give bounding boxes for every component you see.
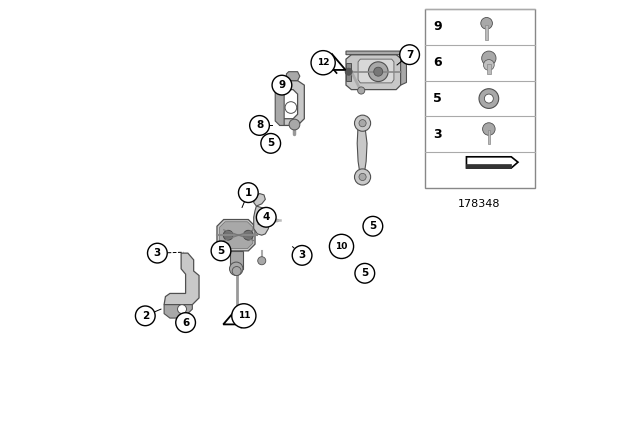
- Circle shape: [232, 304, 256, 328]
- Polygon shape: [346, 63, 351, 81]
- Text: 4: 4: [262, 212, 270, 222]
- Polygon shape: [223, 309, 250, 324]
- Circle shape: [264, 215, 273, 224]
- Polygon shape: [467, 157, 518, 168]
- Polygon shape: [467, 164, 511, 168]
- Circle shape: [261, 134, 280, 153]
- Circle shape: [250, 116, 269, 135]
- Circle shape: [257, 207, 276, 227]
- Circle shape: [482, 51, 496, 65]
- Circle shape: [359, 173, 366, 181]
- Circle shape: [211, 241, 231, 261]
- FancyBboxPatch shape: [485, 25, 488, 40]
- Text: 9: 9: [433, 20, 442, 34]
- Text: 5: 5: [267, 138, 275, 148]
- Polygon shape: [275, 81, 284, 125]
- Circle shape: [258, 257, 266, 265]
- Text: 6: 6: [182, 318, 189, 327]
- Text: 6: 6: [433, 56, 442, 69]
- Polygon shape: [358, 59, 394, 83]
- Circle shape: [481, 17, 492, 29]
- Text: 9: 9: [278, 80, 285, 90]
- Text: 5: 5: [218, 246, 225, 256]
- Text: 11: 11: [237, 311, 250, 320]
- Circle shape: [374, 67, 383, 76]
- Polygon shape: [357, 125, 367, 175]
- Circle shape: [239, 183, 258, 202]
- Polygon shape: [164, 253, 199, 305]
- Circle shape: [230, 262, 243, 276]
- Text: 10: 10: [335, 242, 348, 251]
- Circle shape: [147, 243, 167, 263]
- Circle shape: [400, 45, 419, 65]
- Polygon shape: [230, 251, 243, 269]
- Text: 2: 2: [141, 311, 149, 321]
- Text: 8: 8: [256, 121, 263, 130]
- Polygon shape: [401, 56, 406, 85]
- Polygon shape: [253, 206, 269, 235]
- Circle shape: [345, 68, 352, 75]
- Text: 5: 5: [369, 221, 376, 231]
- Polygon shape: [220, 222, 253, 249]
- FancyBboxPatch shape: [488, 130, 490, 144]
- Circle shape: [355, 169, 371, 185]
- Circle shape: [483, 123, 495, 135]
- Polygon shape: [346, 51, 406, 56]
- FancyBboxPatch shape: [487, 64, 491, 74]
- Circle shape: [355, 263, 374, 283]
- Circle shape: [355, 115, 371, 131]
- Circle shape: [177, 305, 186, 314]
- Text: 3: 3: [298, 250, 306, 260]
- Circle shape: [363, 216, 383, 236]
- Polygon shape: [253, 194, 266, 206]
- Text: 7: 7: [406, 50, 413, 60]
- FancyBboxPatch shape: [425, 9, 535, 188]
- Text: 12: 12: [317, 58, 330, 67]
- Text: 3: 3: [433, 128, 442, 141]
- Circle shape: [479, 89, 499, 108]
- Circle shape: [369, 62, 388, 82]
- Polygon shape: [164, 305, 192, 318]
- Circle shape: [243, 230, 253, 240]
- Circle shape: [272, 75, 292, 95]
- Circle shape: [311, 51, 335, 75]
- Polygon shape: [319, 54, 346, 70]
- Text: 178348: 178348: [458, 199, 500, 209]
- Polygon shape: [217, 220, 255, 251]
- Text: 3: 3: [154, 248, 161, 258]
- Circle shape: [232, 267, 241, 276]
- Text: 1: 1: [244, 188, 252, 198]
- Polygon shape: [280, 81, 305, 125]
- Circle shape: [223, 230, 233, 240]
- Circle shape: [289, 119, 300, 130]
- Circle shape: [292, 246, 312, 265]
- Circle shape: [176, 313, 195, 332]
- Polygon shape: [346, 55, 401, 90]
- Circle shape: [330, 234, 354, 258]
- Text: 5: 5: [361, 268, 369, 278]
- Text: 5: 5: [433, 92, 442, 105]
- Circle shape: [257, 215, 265, 224]
- Circle shape: [358, 87, 365, 94]
- Polygon shape: [287, 72, 300, 81]
- Circle shape: [359, 120, 366, 127]
- Circle shape: [483, 60, 494, 70]
- Circle shape: [136, 306, 155, 326]
- Circle shape: [285, 102, 297, 113]
- Circle shape: [484, 94, 493, 103]
